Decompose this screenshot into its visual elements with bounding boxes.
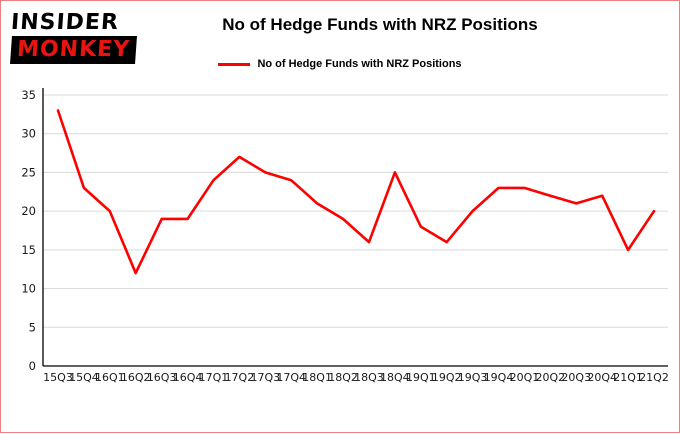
x-tick-label: 18Q4 — [380, 371, 410, 384]
x-tick-label: 16Q4 — [173, 371, 203, 384]
y-tick-label: 20 — [21, 204, 36, 218]
x-tick-label: 17Q2 — [225, 371, 255, 384]
x-tick-label: 20Q4 — [587, 371, 617, 384]
x-tick-label: 16Q1 — [95, 371, 125, 384]
x-tick-label: 16Q3 — [147, 371, 177, 384]
x-tick-label: 16Q2 — [121, 371, 151, 384]
legend-line-marker — [218, 62, 251, 66]
y-tick-label: 30 — [21, 127, 36, 141]
x-tick-label: 17Q4 — [276, 371, 306, 384]
chart-legend: No of Hedge Funds with NRZ Positions — [1, 58, 679, 70]
x-tick-label: 18Q2 — [328, 371, 358, 384]
page-title: No of Hedge Funds with NRZ Positions — [222, 15, 538, 34]
x-tick-label: 19Q2 — [432, 371, 462, 384]
x-tick-label: 17Q3 — [250, 371, 280, 384]
x-tick-label: 20Q2 — [536, 371, 566, 384]
y-tick-label: 10 — [21, 282, 36, 296]
y-tick-label: 0 — [29, 359, 36, 373]
y-tick-label: 35 — [21, 88, 36, 102]
x-tick-label: 15Q4 — [69, 371, 99, 384]
legend-label: No of Hedge Funds with NRZ Positions — [257, 58, 462, 70]
x-tick-label: 19Q4 — [484, 371, 514, 384]
x-tick-label: 21Q1 — [613, 371, 643, 384]
x-tick-label: 19Q3 — [458, 371, 488, 384]
x-tick-label: 18Q3 — [354, 371, 384, 384]
x-tick-label: 18Q1 — [302, 371, 332, 384]
series-line — [56, 109, 656, 275]
x-tick-label: 20Q3 — [561, 371, 591, 384]
y-tick-label: 25 — [21, 165, 36, 179]
y-tick-label: 15 — [21, 243, 36, 257]
x-tick-label: 17Q1 — [199, 371, 229, 384]
x-tick-label: 21Q2 — [639, 371, 669, 384]
x-tick-label: 15Q3 — [43, 371, 73, 384]
y-tick-label: 5 — [29, 320, 36, 334]
x-tick-label: 19Q1 — [406, 371, 436, 384]
x-tick-label: 20Q1 — [510, 371, 540, 384]
